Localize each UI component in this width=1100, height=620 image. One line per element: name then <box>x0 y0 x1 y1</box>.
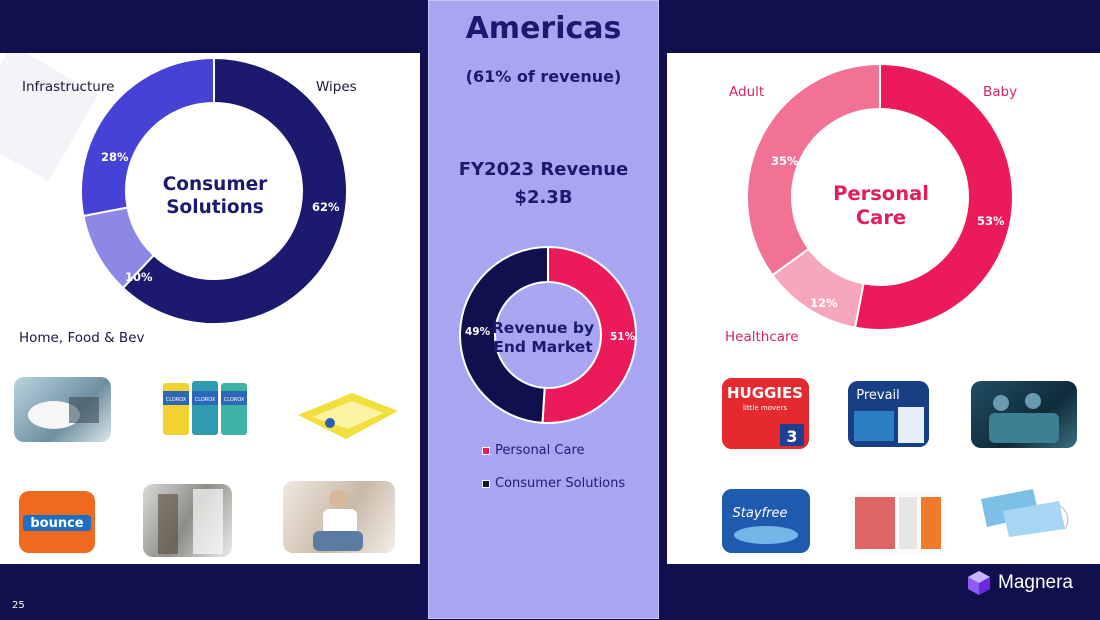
label-baby: Baby <box>983 84 1018 100</box>
product-image-lysol-wipes <box>292 389 402 445</box>
consumer-solutions-panel: Infrastructure Wipes Home, Food & Bev Co… <box>0 53 420 564</box>
huggies-logo: HUGGIES <box>727 384 803 402</box>
stayfree-logo: Stayfree <box>733 506 788 521</box>
personal-care-title: Personal Care <box>806 182 956 231</box>
huggies-subtitle: little movers <box>743 404 787 412</box>
personal-care-panel: Adult Baby Healthcare Personal Care 35% … <box>667 53 1100 564</box>
label-adult: Adult <box>729 84 765 100</box>
personal-care-title-line2: Care <box>855 206 907 230</box>
label-infrastructure: Infrastructure <box>22 79 115 95</box>
clorox-logo-3: CLOROX <box>224 397 245 403</box>
americas-panel: Americas (61% of revenue) FY2023 Revenue… <box>428 0 659 619</box>
consumer-solutions-title-line1: Consumer <box>162 174 268 195</box>
revenue-by-end-market-line1: Revenue by <box>491 319 595 337</box>
product-image-family <box>283 481 395 553</box>
legend-item-consumer-solutions: Consumer Solutions <box>482 476 625 491</box>
slice-adult <box>746 62 881 277</box>
consumer-solutions-title: Consumer Solutions <box>140 173 290 219</box>
product-image-food-trays <box>851 491 945 554</box>
huggies-size: 3 <box>786 427 797 446</box>
magnera-brand-name: Magnera <box>998 572 1073 593</box>
label-wipes: Wipes <box>316 79 357 95</box>
bounce-logo: bounce <box>30 516 83 531</box>
fy2023-revenue-value: $2.3B <box>514 187 573 208</box>
consumer-solutions-title-line2: Solutions <box>166 197 264 219</box>
legend-label-consumer-solutions: Consumer Solutions <box>495 476 626 491</box>
product-image-stayfree: Stayfree <box>722 489 810 553</box>
pct-consumer-solutions: 49% <box>465 326 491 338</box>
revenue-by-end-market-title: Revenue by End Market <box>473 319 613 358</box>
pct-baby: 53% <box>977 214 1005 228</box>
clorox-logo-1: CLOROX <box>166 397 187 403</box>
slice-personal-care <box>541 245 637 424</box>
product-image-huggies: HUGGIES little movers 3 <box>722 378 809 449</box>
pct-home-food-bev: 10% <box>125 270 153 284</box>
product-image-face-masks <box>973 485 1071 541</box>
americas-revenue-share: (61% of revenue) <box>465 67 622 86</box>
pct-wipes: 62% <box>312 200 340 214</box>
legend-swatch-personal-care <box>482 446 490 455</box>
personal-care-donut <box>746 62 1014 331</box>
fy2023-revenue-label: FY2023 Revenue <box>458 159 629 180</box>
personal-care-title-line1: Personal <box>833 182 929 205</box>
product-image-bounce-sheets: bounce <box>19 491 95 553</box>
product-image-surgical-team <box>971 381 1077 448</box>
legend-swatch-consumer-solutions <box>482 479 490 488</box>
product-image-house-wrap <box>143 484 232 557</box>
slice-wipes <box>121 56 348 325</box>
product-image-clorox-wipes: CLOROX CLOROX CLOROX <box>161 375 249 437</box>
americas-title: Americas <box>465 11 622 46</box>
product-image-industrial-wipe <box>14 377 111 442</box>
pct-adult: 35% <box>771 154 799 168</box>
clorox-logo-2: CLOROX <box>195 397 216 403</box>
page-number: 25 <box>12 600 25 611</box>
prevail-logo: Prevail <box>856 388 900 403</box>
product-image-prevail: Prevail <box>848 381 929 447</box>
revenue-by-end-market-line2: End Market <box>493 338 593 357</box>
magnera-logo: Magnera <box>966 570 1073 596</box>
label-healthcare: Healthcare <box>725 329 799 345</box>
revenue-by-end-market-donut <box>459 245 637 424</box>
pct-infrastructure: 28% <box>101 150 129 164</box>
legend-label-personal-care: Personal Care <box>495 443 585 458</box>
label-home-food-bev: Home, Food & Bev <box>19 330 145 346</box>
pct-personal-care: 51% <box>610 331 636 343</box>
legend-item-personal-care: Personal Care <box>482 443 585 458</box>
magnera-logo-icon <box>968 571 990 595</box>
pct-healthcare: 12% <box>810 296 838 310</box>
slice-baby <box>853 62 1014 331</box>
slice-infrastructure <box>80 56 215 218</box>
slice-consumer-solutions <box>459 245 549 424</box>
consumer-solutions-donut <box>80 56 348 325</box>
